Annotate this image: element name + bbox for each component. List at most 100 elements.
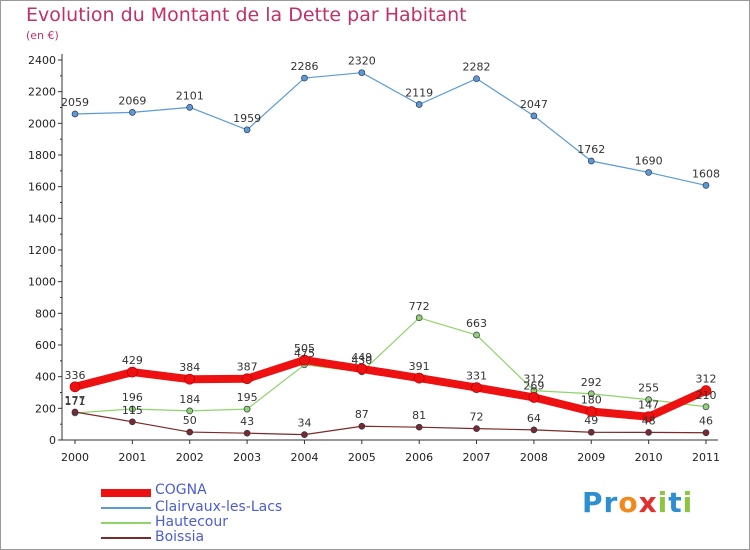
data-point-clairvaux-les-lacs (645, 169, 652, 176)
data-label-clairvaux-les-lacs: 2047 (520, 98, 548, 111)
data-point-cogna (643, 411, 654, 423)
y-tick-label: 400 (35, 371, 56, 384)
data-point-clairvaux-les-lacs (301, 74, 308, 82)
data-label-boissia: 177 (65, 394, 86, 407)
data-label-clairvaux-les-lacs: 2069 (118, 94, 146, 107)
legend-swatch-boissia (101, 537, 151, 539)
y-tick-label: 200 (35, 402, 56, 415)
data-point-boissia (71, 408, 79, 416)
data-label-hautecour: 430 (351, 354, 372, 367)
data-label-cogna: 429 (122, 354, 143, 367)
data-label-cogna: 331 (466, 370, 487, 383)
x-tick-label: 2010 (635, 451, 663, 464)
data-point-cogna (184, 373, 196, 385)
data-label-hautecour: 475 (294, 347, 315, 360)
x-tick-label: 2009 (577, 451, 605, 464)
series-line-hautecour (74, 317, 707, 414)
data-point-hautecour (473, 331, 480, 339)
data-label-hautecour: 663 (466, 317, 487, 330)
data-label-cogna: 312 (696, 373, 717, 386)
data-label-hautecour: 196 (122, 391, 143, 404)
y-tick-label: 1800 (28, 149, 56, 162)
data-point-boissia (129, 418, 136, 426)
proxiti-logo: Proxiti (582, 486, 694, 519)
data-label-hautecour: 184 (179, 393, 200, 406)
data-label-hautecour: 171 (65, 395, 86, 408)
data-label-boissia: 115 (122, 404, 143, 417)
legend-swatch-clairvaux-les-lacs (101, 507, 151, 509)
data-label-clairvaux-les-lacs: 1959 (233, 112, 261, 125)
data-point-cogna (241, 373, 253, 385)
x-tick-label: 2007 (463, 451, 491, 464)
data-point-hautecour (186, 407, 194, 415)
data-point-boissia (186, 428, 194, 436)
data-point-clairvaux-les-lacs (71, 110, 79, 118)
data-label-hautecour: 255 (638, 382, 659, 395)
data-point-hautecour (587, 390, 595, 398)
data-point-cogna (356, 363, 368, 375)
data-label-cogna: 387 (237, 361, 258, 374)
legend-label-clairvaux-les-lacs: Clairvaux-les-Lacs (155, 499, 283, 515)
data-label-boissia: 72 (470, 411, 484, 424)
x-tick-label: 2004 (290, 451, 318, 464)
data-label-clairvaux-les-lacs: 2119 (405, 86, 433, 99)
data-label-boissia: 64 (527, 412, 541, 425)
legend-label-cogna: COGNA (155, 482, 207, 498)
data-label-boissia: 50 (183, 414, 197, 427)
data-point-cogna (528, 392, 540, 403)
data-point-cogna (700, 385, 712, 396)
x-tick-label: 2005 (348, 451, 376, 464)
y-tick-label: 1600 (28, 181, 56, 194)
data-label-boissia: 48 (642, 414, 656, 427)
data-label-hautecour: 292 (581, 376, 602, 389)
y-tick-label: 2400 (28, 54, 56, 67)
data-point-clairvaux-les-lacs (243, 126, 251, 134)
data-point-clairvaux-les-lacs (415, 101, 423, 108)
data-label-clairvaux-les-lacs: 1690 (635, 154, 663, 167)
data-point-boissia (645, 429, 652, 436)
data-point-cogna (299, 354, 310, 366)
data-point-clairvaux-les-lacs (587, 157, 595, 165)
data-label-cogna: 505 (294, 342, 315, 355)
data-label-cogna: 449 (351, 351, 372, 364)
y-tick-label: 1200 (28, 244, 56, 257)
data-point-clairvaux-les-lacs (530, 112, 538, 120)
data-point-boissia (415, 423, 423, 431)
data-point-cogna (471, 382, 482, 393)
data-label-boissia: 49 (584, 414, 598, 427)
data-label-cogna: 180 (581, 394, 602, 407)
data-point-cogna (585, 406, 597, 417)
data-label-cogna: 391 (409, 360, 430, 373)
data-label-hautecour: 772 (409, 300, 430, 313)
series-line-cogna (71, 356, 710, 421)
x-tick-label: 2003 (233, 451, 261, 464)
data-label-hautecour: 312 (523, 373, 544, 386)
data-point-clairvaux-les-lacs (186, 103, 194, 111)
y-tick-label: 600 (35, 339, 56, 352)
data-point-hautecour (415, 314, 423, 322)
data-point-boissia (301, 431, 308, 438)
x-tick-label: 2008 (520, 451, 548, 464)
y-tick-label: 800 (35, 307, 56, 320)
data-label-clairvaux-les-lacs: 2286 (290, 60, 318, 73)
data-label-clairvaux-les-lacs: 1762 (577, 143, 605, 156)
data-point-hautecour (129, 405, 136, 413)
data-point-hautecour (702, 403, 710, 411)
data-point-boissia (243, 429, 251, 437)
chart-title: Evolution du Montant de la Dette par Hab… (26, 4, 467, 26)
data-point-boissia (702, 429, 710, 437)
data-label-clairvaux-les-lacs: 2320 (348, 55, 376, 68)
data-label-boissia: 43 (240, 415, 254, 428)
data-point-hautecour (645, 396, 652, 403)
y-tick-label: 0 (49, 434, 56, 447)
legend-label-hautecour: Hautecour (155, 514, 228, 530)
data-label-hautecour: 210 (696, 389, 717, 402)
chart-subtitle: (en €) (26, 29, 59, 42)
data-label-clairvaux-les-lacs: 2282 (463, 61, 491, 74)
x-tick-label: 2000 (61, 451, 89, 464)
data-label-cogna: 147 (638, 399, 659, 412)
data-label-boissia: 34 (297, 417, 311, 430)
data-point-clairvaux-les-lacs (702, 182, 710, 189)
